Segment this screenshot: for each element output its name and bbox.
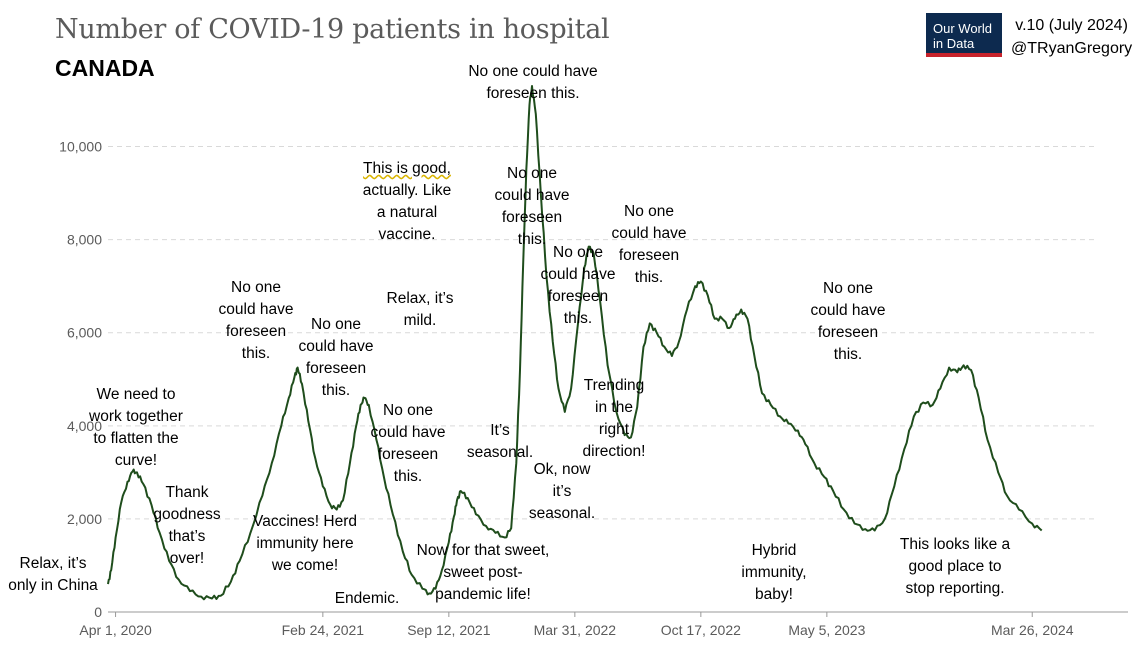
annotation-stop-reporting: This looks like a good place to stop rep…	[899, 536, 1011, 597]
annotation-relax-mild: Relax, it’s mild.	[386, 290, 454, 329]
x-tick-label: May 5, 2023	[788, 622, 865, 638]
annotation-foreseen-omicron: No one could have foreseen this.	[468, 63, 598, 102]
annotation-endemic: Endemic.	[334, 590, 400, 607]
x-tick-label: Feb 24, 2021	[282, 622, 365, 638]
x-tick-label: Apr 1, 2020	[79, 622, 152, 638]
annotation-foreseen-fall2022: No one could have foreseen this.	[611, 203, 687, 286]
annotation-foreseen-delta: No one could have foreseen this.	[370, 402, 446, 485]
annotation-natural-vaccine: This is good, actually. Like a natural v…	[363, 158, 451, 246]
version-credit: v.10 (July 2024) @TRyanGregory	[1011, 14, 1132, 60]
annotation-foreseen-wave2: No one could have foreseen this.	[218, 279, 294, 362]
annotation-foreseen-ba5: No one could have foreseen this.	[540, 244, 616, 327]
annotation-seasonal-1: It’s seasonal.	[466, 422, 534, 461]
author-handle: @TRyanGregory	[1011, 40, 1133, 57]
x-tick-label: Sep 12, 2021	[407, 622, 491, 638]
annotation-flatten-curve: We need to work together to flatten the …	[89, 386, 183, 469]
annotation-foreseen-ba2: No one could have foreseen this.	[494, 165, 570, 248]
annotation-trending-right: Trending in the right direction!	[582, 377, 646, 460]
y-tick-label: 10,000	[59, 139, 102, 155]
y-tick-label: 4,000	[67, 418, 102, 434]
chart-subtitle: CANADA	[55, 55, 155, 81]
x-tick-label: Oct 17, 2022	[661, 622, 741, 638]
owid-logo[interactable]: Our World in Data	[926, 13, 1002, 57]
logo-text-line2: in Data	[933, 36, 975, 51]
annotation-post-pandemic: Now for that sweet, sweet post- pandemic…	[416, 542, 550, 603]
annotation-seasonal-2: Ok, now it’s seasonal.	[528, 461, 596, 522]
x-tick-label: Mar 31, 2022	[534, 622, 617, 638]
y-tick-label: 0	[94, 604, 102, 620]
annotation-natural-vaccine-line1: This is good,	[363, 160, 451, 177]
axes: 0 2,000 4,000 6,000 8,000 10,000 Apr 1, 2020 Fe…	[59, 139, 1128, 638]
series-layer	[107, 85, 1043, 601]
annotation-foreseen-wave3: No one could have foreseen this.	[298, 316, 374, 399]
annotation-vaccines-herd: Vaccines! Herd immunity here we come!	[253, 513, 357, 574]
annotation-natural-vaccine-rest: actually. Like a natural vaccine.	[362, 182, 452, 243]
annotation-relax-china: Relax, it’s only in China	[8, 555, 98, 594]
chart-title: Number of COVID-19 patients in hospital	[55, 14, 610, 45]
logo-text-line1: Our World	[933, 21, 992, 36]
x-tick-label: Mar 26, 2024	[991, 622, 1074, 638]
y-tick-label: 8,000	[67, 232, 102, 248]
annotation-hybrid-immunity: Hybrid immunity, baby!	[741, 542, 807, 603]
version-label: v.10 (July 2024)	[1015, 17, 1128, 34]
annotation-thank-goodness: Thank goodness that’s over!	[153, 484, 221, 567]
y-tick-label: 2,000	[67, 511, 102, 527]
annotation-foreseen-2023: No one could have foreseen this.	[810, 280, 886, 363]
series-line	[107, 85, 1043, 601]
y-tick-label: 6,000	[67, 325, 102, 341]
